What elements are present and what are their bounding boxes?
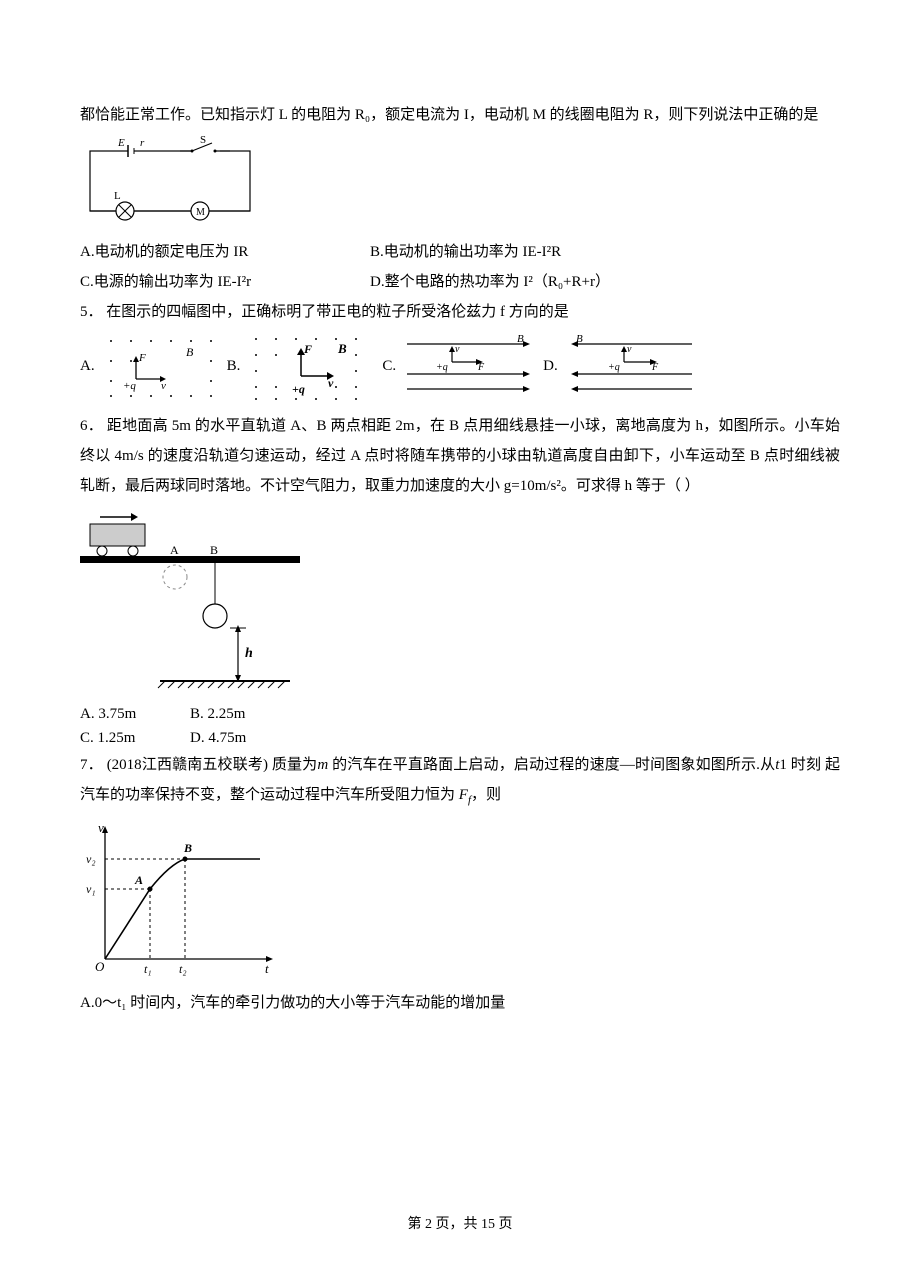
q7-vt-graph: v t O v₁ v₂ t₁ t₂ A B xyxy=(80,819,280,979)
svg-text:v₂: v₂ xyxy=(86,852,96,866)
svg-text:v: v xyxy=(98,820,104,835)
svg-text:+q: +q xyxy=(608,362,620,373)
q7-option-A: A.0～t₁ 时间内，汽车的牵引力做功的大小等于汽车动能的增加量 xyxy=(80,988,840,1018)
circuit-label-L: L xyxy=(114,190,121,202)
q5-figA-diagram: F v +q B xyxy=(101,331,221,401)
dashed-ball-icon xyxy=(163,565,187,589)
q4-option-D: D.整个电路的热功率为 I²（R₀+R+r） xyxy=(370,267,670,297)
q6-option-A: A. 3.75m xyxy=(80,702,190,726)
q4-option-B: B.电动机的输出功率为 IE-I²R xyxy=(370,237,670,267)
label-A: A xyxy=(170,543,179,557)
q5-option-D: D. B v F +q xyxy=(543,334,705,399)
q4-option-C: C.电源的输出功率为 IE-I²r xyxy=(80,267,340,297)
label-B: B xyxy=(210,543,218,557)
svg-text:O: O xyxy=(95,959,105,974)
svg-text:v: v xyxy=(328,376,334,390)
q4-stem-continued: 都恰能正常工作。已知指示灯 L 的电阻为 R₀，额定电流为 I，电动机 M 的线… xyxy=(80,100,840,130)
q5-figC-diagram: B v F +q xyxy=(402,334,537,399)
svg-text:v₁: v₁ xyxy=(86,882,96,896)
q5-figD-diagram: B v F +q xyxy=(564,334,699,399)
svg-text:v: v xyxy=(627,344,632,355)
circuit-label-E: E xyxy=(117,137,125,149)
svg-text:v: v xyxy=(455,344,460,355)
svg-text:t₂: t₂ xyxy=(179,962,187,976)
cart-wheel xyxy=(97,546,107,556)
circuit-diagram: E r S L M xyxy=(80,136,260,226)
q5-option-B: B. F v +q B xyxy=(227,331,383,401)
svg-text:B: B xyxy=(517,334,524,345)
q5-optC-label: C. xyxy=(382,358,396,375)
svg-text:+q: +q xyxy=(292,382,305,396)
circuit-label-M: M xyxy=(196,207,205,218)
q4-options-row2: C.电源的输出功率为 IE-I²r D.整个电路的热功率为 I²（R₀+R+r） xyxy=(80,267,840,297)
q5-options-row: A. F v +q B B. xyxy=(80,331,840,401)
svg-text:+q: +q xyxy=(123,380,136,392)
q5-optA-label: A. xyxy=(80,358,95,375)
q5-option-A: A. F v +q B xyxy=(80,331,227,401)
svg-text:v: v xyxy=(161,380,166,392)
svg-text:t₁: t₁ xyxy=(144,962,152,976)
hanging-ball xyxy=(203,604,227,628)
circuit-label-S: S xyxy=(200,136,206,146)
circuit-label-r: r xyxy=(140,137,145,149)
svg-text:F: F xyxy=(477,362,485,373)
svg-text:B: B xyxy=(186,345,194,359)
q4-option-A: A.电动机的额定电压为 IR xyxy=(80,237,340,267)
q5-figB-diagram: F v +q B xyxy=(246,331,376,401)
q6-stem: 6． 距地面高 5m 的水平直轨道 A、B 两点相距 2m，在 B 点用细线悬挂… xyxy=(80,411,840,501)
svg-text:B: B xyxy=(337,341,347,356)
q5-option-C: C. B v F +q xyxy=(382,334,543,399)
svg-text:t: t xyxy=(265,961,269,976)
q6-options: A. 3.75m B. 2.25m C. 1.25m D. 4.75m xyxy=(80,702,840,750)
circuit-wire-rect xyxy=(90,151,250,211)
svg-text:+q: +q xyxy=(436,362,448,373)
page-footer: 第 2 页，共 15 页 xyxy=(0,1213,920,1233)
cart-body xyxy=(90,524,145,546)
q6-option-B: B. 2.25m xyxy=(190,702,300,726)
svg-text:F: F xyxy=(138,352,146,364)
svg-text:F: F xyxy=(303,342,312,356)
q7-stem: 7． (2018江西赣南五校联考) 质量为m 的汽车在平直路面上启动，启动过程的… xyxy=(80,750,840,811)
svg-text:A: A xyxy=(134,873,143,887)
q6-diagram: A B h xyxy=(80,509,300,689)
q5-stem: 5． 在图示的四幅图中，正确标明了带正电的粒子所受洛伦兹力 f 方向的是 xyxy=(80,297,840,327)
cart-wheel xyxy=(128,546,138,556)
label-h: h xyxy=(245,646,253,661)
q5-optB-label: B. xyxy=(227,358,241,375)
q5-optD-label: D. xyxy=(543,358,558,375)
svg-text:B: B xyxy=(576,334,583,345)
arrow-icon xyxy=(131,513,138,521)
q6-option-C: C. 1.25m xyxy=(80,726,190,750)
q4-options-row1: A.电动机的额定电压为 IR B.电动机的输出功率为 IE-I²R xyxy=(80,237,840,267)
q6-option-D: D. 4.75m xyxy=(190,726,300,750)
svg-text:B: B xyxy=(183,841,192,855)
track-beam xyxy=(80,556,300,563)
svg-text:F: F xyxy=(651,362,659,373)
